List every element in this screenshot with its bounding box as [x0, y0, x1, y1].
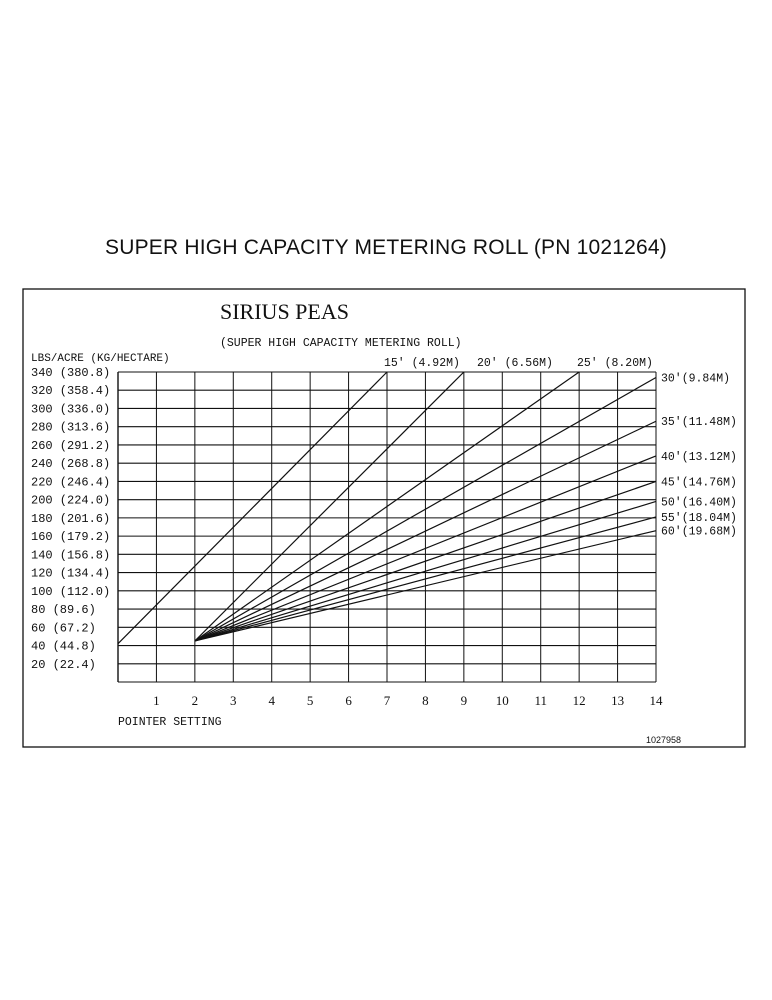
plot-area: 340 (380.8) 320 (358.4) 300 (336.0) 280 (31…: [31, 357, 737, 708]
x-tick-label: 11: [534, 693, 547, 708]
y-tick-label: 200 (224.0): [31, 494, 110, 508]
series-line: [194, 420, 657, 642]
page-title: SUPER HIGH CAPACITY METERING ROLL (PN 10…: [105, 236, 667, 259]
x-tick-label: 5: [307, 693, 314, 708]
series-label: 55'(18.04M): [661, 512, 737, 525]
series-line: [194, 455, 657, 642]
x-tick-label: 4: [268, 693, 275, 708]
x-tick-label: 6: [345, 693, 352, 708]
x-tick-label: 7: [384, 693, 391, 708]
series-label: 60'(19.68M): [661, 526, 737, 539]
x-tick-label: 2: [192, 693, 199, 708]
y-tick-label: 320 (358.4): [31, 384, 110, 398]
y-tick-label: 40 (44.8): [31, 640, 96, 654]
y-tick-label: 80 (89.6): [31, 603, 96, 617]
y-tick-label: 280 (313.6): [31, 421, 110, 435]
x-axis-label: POINTER SETTING: [118, 716, 222, 729]
series-label: 20' (6.56M): [477, 357, 553, 370]
x-tick-label: 14: [650, 693, 664, 708]
y-axis-label: LBS/ACRE (KG/HECTARE): [31, 353, 170, 365]
chart-frame: [22, 288, 746, 748]
series-line: [194, 376, 657, 642]
y-tick-label: 60 (67.2): [31, 621, 96, 635]
x-tick-label: 13: [611, 693, 624, 708]
chart-title: SIRIUS PEAS: [220, 299, 349, 324]
x-tick-label: 8: [422, 693, 429, 708]
series-label: 40'(13.12M): [661, 451, 737, 464]
series-line: [194, 500, 657, 642]
series-label: 45'(14.76M): [661, 476, 737, 489]
series-line: [194, 516, 657, 642]
series-label: 35'(11.48M): [661, 416, 737, 429]
y-tick-label: 180 (201.6): [31, 512, 110, 526]
y-tick-label: 160 (179.2): [31, 530, 110, 544]
series-line: [194, 480, 657, 642]
series-line: [194, 371, 580, 642]
y-tick-label: 20 (22.4): [31, 658, 96, 672]
x-tick-label: 9: [461, 693, 468, 708]
series-label: 30'(9.84M): [661, 372, 730, 385]
series-line: [194, 530, 657, 642]
y-tick-label: 340 (380.8): [31, 366, 110, 380]
series-line: [117, 371, 388, 645]
y-tick-label: 220 (246.4): [31, 475, 110, 489]
series-label: 15' (4.92M): [384, 357, 460, 370]
y-tick-label: 300 (336.0): [31, 402, 110, 416]
series-label: 50'(16.40M): [661, 496, 737, 509]
x-tick-label: 3: [230, 693, 237, 708]
y-tick-label: 140 (156.8): [31, 548, 110, 562]
y-tick-label: 240 (268.8): [31, 457, 110, 471]
y-tick-label: 120 (134.4): [31, 567, 110, 581]
chart-subtitle: (SUPER HIGH CAPACITY METERING ROLL): [220, 337, 462, 350]
document-number: 1027958: [646, 735, 681, 745]
series-label: 25' (8.20M): [577, 357, 653, 370]
series-line: [194, 371, 465, 642]
x-tick-label: 1: [153, 693, 160, 708]
x-tick-label: 12: [573, 693, 586, 708]
y-tick-label: 260 (291.2): [31, 439, 110, 453]
x-tick-label: 10: [496, 693, 509, 708]
y-tick-label: 100 (112.0): [31, 585, 110, 599]
